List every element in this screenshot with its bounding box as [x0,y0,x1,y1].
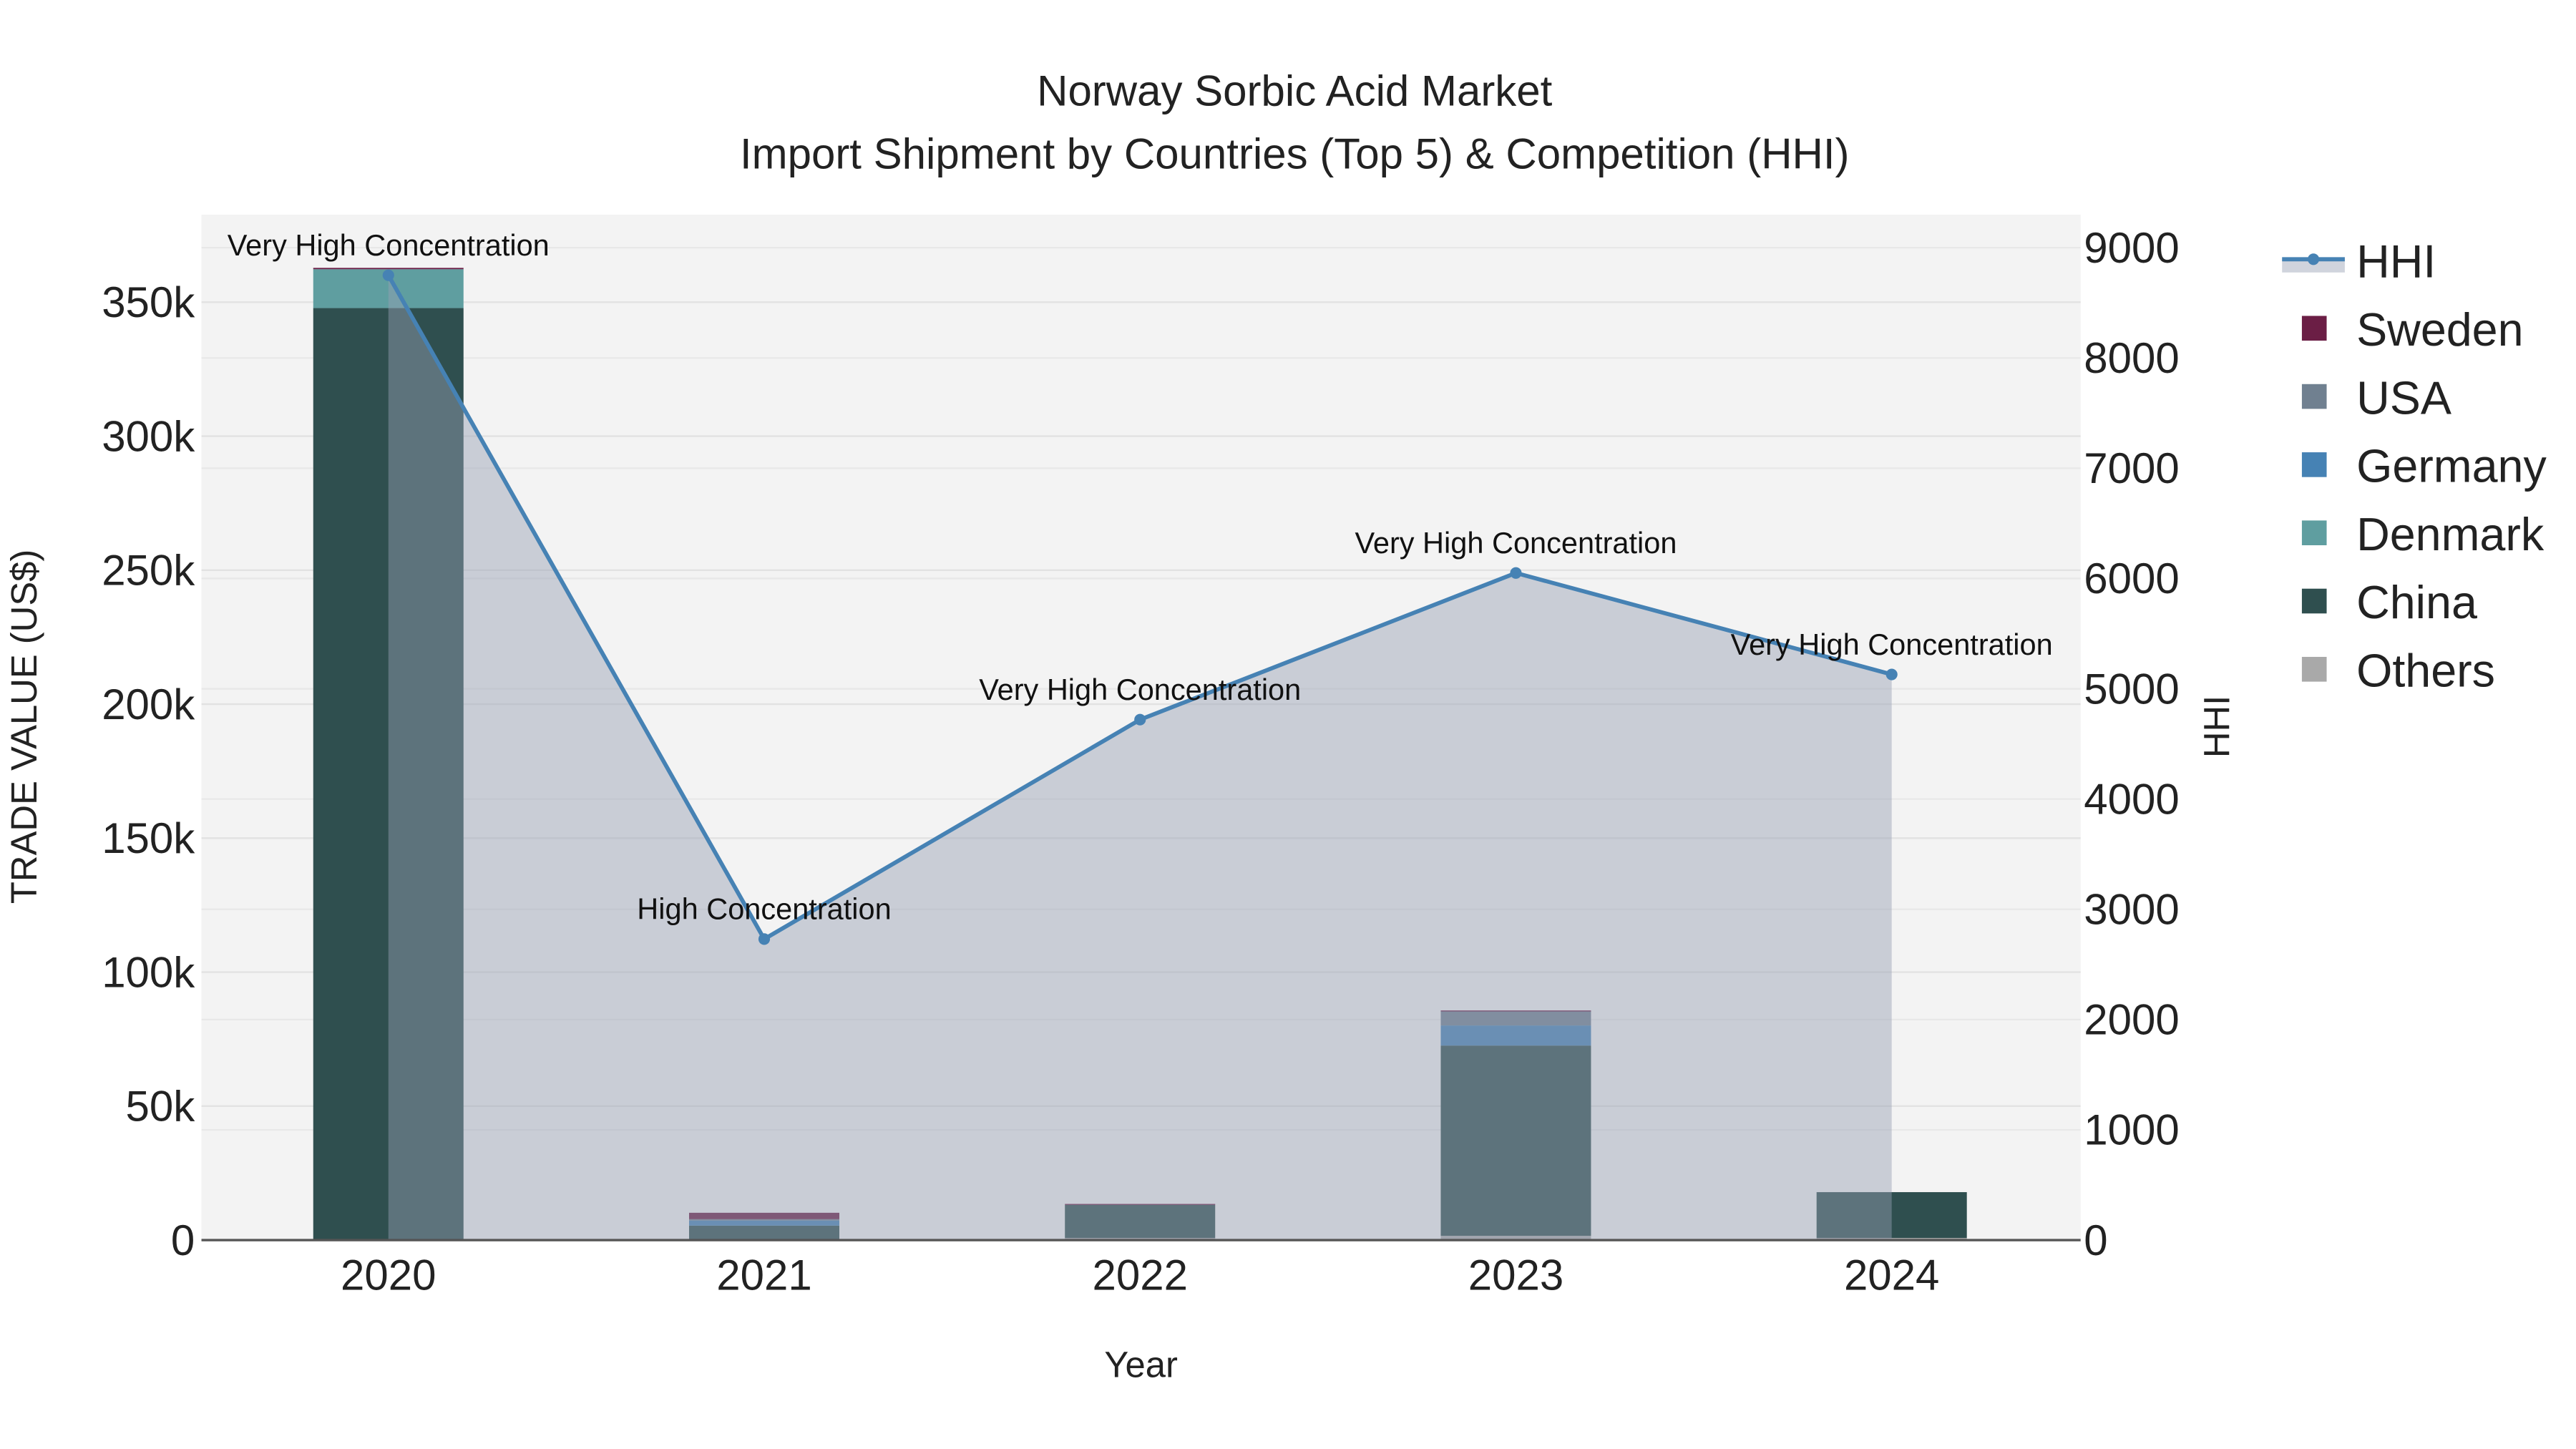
bar-china-2024 [1816,1192,1967,1239]
legend-swatch-denmark [2301,520,2327,545]
legend-swatch-others [2301,657,2327,682]
legend-swatch-china [2301,588,2327,614]
bar-china-2022 [1065,1204,1216,1239]
hhi-annotation: Very High Concentration [979,673,1301,706]
hhi-annotation: Very High Concentration [1731,628,2053,661]
y2-axis-label: HHI [2196,696,2237,758]
hhi-annotation: Very High Concentration [228,228,550,262]
y2-tick-label: 2000 [2084,996,2179,1044]
y2-tick-label: 6000 [2084,555,2179,602]
bar-germany-2023 [1440,1025,1591,1046]
legend-label-germany: Germany [2356,441,2547,492]
bar-sweden-2021 [689,1212,839,1219]
y-tick-label: 0 [171,1216,195,1264]
bar-usa-2023 [1440,1011,1591,1026]
legend-label-china: China [2356,577,2477,628]
y2-tick-label: 5000 [2084,665,2179,713]
hhi-point-2023 [1510,567,1522,579]
bar-china-2021 [689,1225,839,1239]
hhi-annotation: Very High Concentration [1355,526,1677,560]
bar-sweden-2022 [1065,1204,1216,1205]
hhi-area [388,275,1892,1241]
hhi-point-2020 [382,269,394,281]
legend-hhi-swatch [2282,259,2345,273]
legend-label-others: Others [2356,645,2495,697]
chart-subtitle: Import Shipment by Countries (Top 5) & C… [740,130,1850,177]
y2-tick-label: 4000 [2084,775,2179,823]
hhi-annotation: High Concentration [637,892,891,926]
y2-tick-label: 1000 [2084,1106,2179,1154]
bar-china-2023 [1440,1045,1591,1236]
x-tick-label: 2023 [1468,1251,1563,1299]
y2-tick-label: 3000 [2084,886,2179,934]
y2-tick-label: 9000 [2084,224,2179,272]
y-tick-label: 100k [102,948,195,996]
y-tick-label: 200k [102,680,195,728]
y-axis-ticks: 0 50k 100k 150k 200k 250k 300k 350k [102,278,195,1264]
hhi-point-2024 [1885,668,1898,680]
y-tick-label: 50k [126,1083,196,1131]
bar-germany-2021 [689,1220,839,1226]
legend-swatch-usa [2301,384,2327,409]
hhi-series: Very High Concentration High Concentratio… [228,228,2053,1241]
bars [313,268,1967,1241]
bar-sweden-2023 [1440,1010,1591,1012]
legend: HHI Sweden USA Germany Denmark China Others [2282,236,2547,697]
bar-china-2020 [313,308,464,1239]
legend-swatch-sweden [2301,316,2327,341]
y2-axis-ticks: 0 1000 2000 3000 4000 5000 6000 7000 8000 9000 [2084,224,2179,1264]
x-tick-label: 2024 [1844,1251,1939,1299]
hhi-point-2021 [758,933,771,945]
bar-sweden-2020 [313,268,464,270]
plot-background [201,215,2081,1241]
x-tick-label: 2022 [1092,1251,1187,1299]
hhi-point-2022 [1134,713,1146,726]
y2-tick-label: 0 [2084,1216,2107,1264]
y-tick-label: 250k [102,547,195,595]
legend-label-usa: USA [2356,372,2451,424]
legend-hhi-marker [2308,253,2320,265]
bar-others-2023 [1440,1236,1591,1241]
x-axis-ticks: 2020 2021 2022 2023 2024 [341,1251,1939,1299]
gridlines [201,246,2081,1131]
chart-title: Norway Sorbic Acid Market [1037,67,1553,115]
y-axis-label: TRADE VALUE (US$) [4,550,44,904]
x-tick-label: 2021 [716,1251,811,1299]
y2-tick-label: 7000 [2084,444,2179,492]
y-tick-label: 150k [102,814,195,862]
x-tick-label: 2020 [341,1251,436,1299]
legend-label-hhi: HHI [2356,236,2436,288]
legend-label-sweden: Sweden [2356,304,2523,356]
legend-swatch-germany [2301,452,2327,477]
bar-usa-2021 [689,1219,839,1221]
legend-label-denmark: Denmark [2356,509,2545,560]
y2-tick-label: 8000 [2084,334,2179,382]
x-axis-label: Year [1104,1345,1178,1385]
y-tick-label: 350k [102,278,195,326]
y-tick-label: 300k [102,412,195,460]
